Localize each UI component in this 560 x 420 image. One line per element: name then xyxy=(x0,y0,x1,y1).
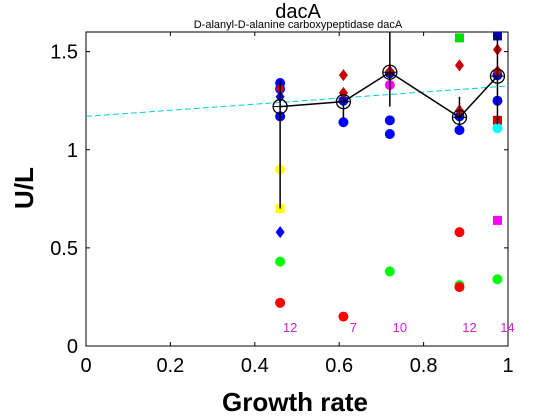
data-point xyxy=(275,226,285,239)
axes-frame xyxy=(85,31,509,347)
data-point xyxy=(454,125,465,136)
chart-title: dacA xyxy=(275,1,321,23)
data-point xyxy=(454,33,464,43)
y-tick-label: 1.5 xyxy=(50,42,78,64)
data-point xyxy=(275,256,286,267)
chart-subtitle: D-alanyl-D-alanine carboxypeptidase dacA xyxy=(194,19,403,31)
data-point xyxy=(492,274,503,285)
data-point xyxy=(492,123,503,134)
y-tick-label: 1 xyxy=(67,140,78,162)
y-axis-label: U/L xyxy=(9,167,39,209)
x-tick-label: 0.6 xyxy=(325,355,353,377)
data-point xyxy=(384,129,395,140)
y-tick-label: 0.5 xyxy=(50,238,78,260)
data-point xyxy=(338,69,348,82)
x-tick-label: 0.4 xyxy=(241,355,269,377)
data-point xyxy=(338,311,349,322)
data-point xyxy=(384,266,395,277)
data-point xyxy=(338,117,349,128)
y-tick-label: 0 xyxy=(67,336,78,358)
x-tick-label: 1 xyxy=(502,355,513,377)
plot-area: 0 0.2 0.4 0.6 0.8 100.511.512 7 10 12 14 xyxy=(50,31,515,377)
count-label: 14 xyxy=(500,320,514,335)
count-label: 12 xyxy=(462,320,476,335)
data-point xyxy=(454,282,465,293)
x-axis-label: Growth rate xyxy=(222,387,368,417)
x-tick-label: 0.2 xyxy=(156,355,184,377)
data-point xyxy=(338,86,348,99)
count-label: 7 xyxy=(350,320,357,335)
count-label: 10 xyxy=(393,320,407,335)
count-label: 12 xyxy=(283,320,297,335)
data-point xyxy=(454,59,464,72)
trend-line xyxy=(86,85,508,117)
data-point xyxy=(492,215,502,225)
x-tick-label: 0 xyxy=(80,355,91,377)
x-tick-label: 0.8 xyxy=(410,355,438,377)
data-point xyxy=(275,297,286,308)
data-point xyxy=(454,227,465,238)
data-point xyxy=(384,115,395,126)
